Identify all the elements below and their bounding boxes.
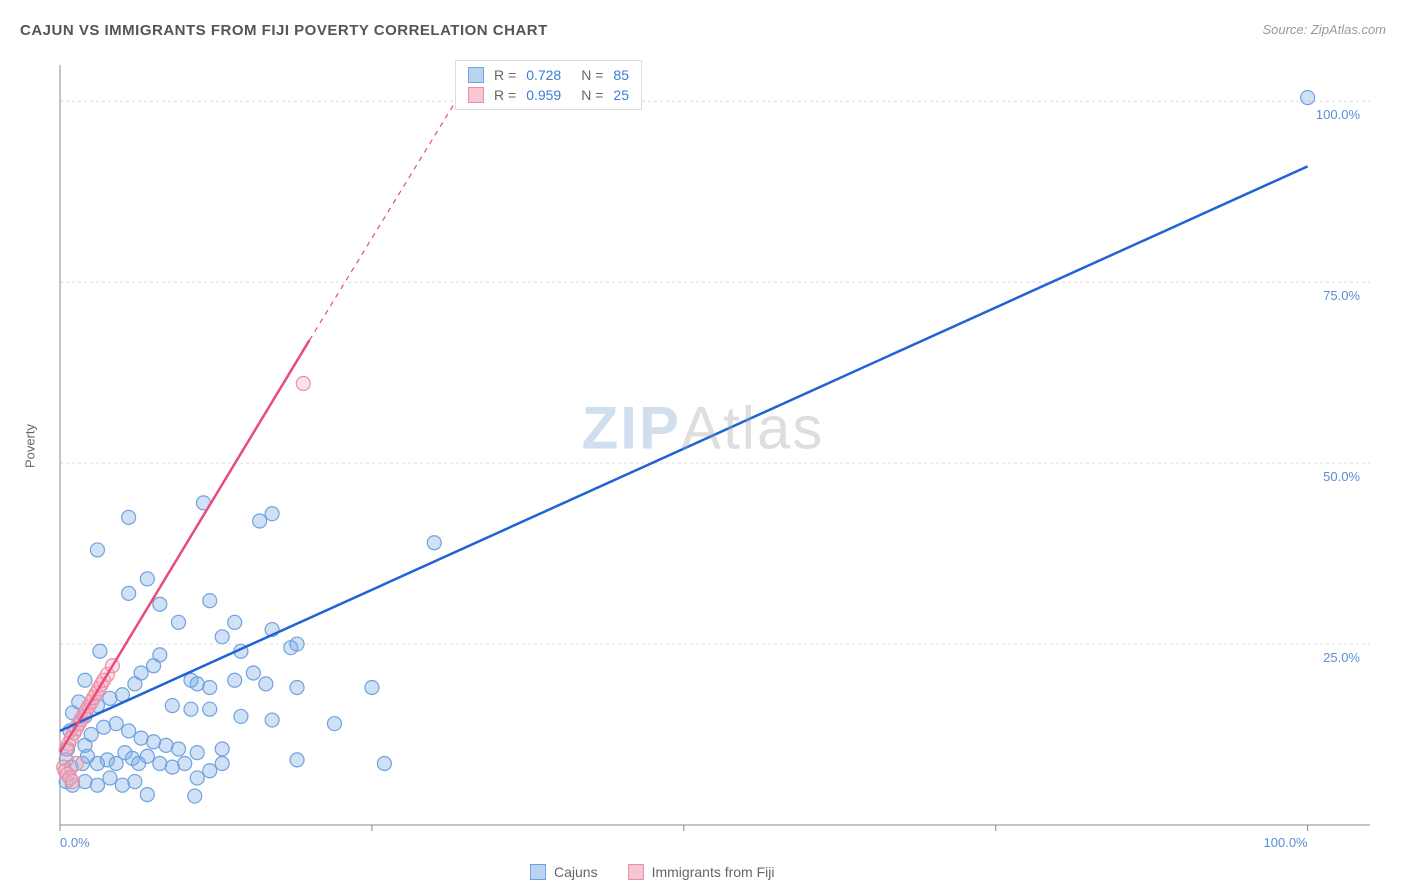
svg-text:100.0%: 100.0%	[1264, 835, 1309, 850]
legend-n-value-0: 85	[613, 67, 629, 83]
legend-item-fiji: Immigrants from Fiji	[628, 864, 775, 880]
svg-text:75.0%: 75.0%	[1323, 288, 1360, 303]
legend-r-value-0: 0.728	[526, 67, 561, 83]
legend-swatch-icon	[530, 864, 546, 880]
legend-row-fiji: R = 0.959 N = 25	[456, 85, 641, 105]
legend-swatch-icon	[628, 864, 644, 880]
legend-label-fiji: Immigrants from Fiji	[652, 864, 775, 880]
legend-label-cajuns: Cajuns	[554, 864, 598, 880]
y-axis-label: Poverty	[23, 424, 38, 468]
legend-r-label: R =	[494, 87, 516, 103]
legend-swatch-cajuns	[468, 67, 484, 83]
svg-text:25.0%: 25.0%	[1323, 650, 1360, 665]
svg-text:50.0%: 50.0%	[1323, 469, 1360, 484]
source-attribution: Source: ZipAtlas.com	[1262, 22, 1386, 37]
legend-n-label: N =	[581, 67, 603, 83]
legend-r-label: R =	[494, 67, 516, 83]
legend-row-cajuns: R = 0.728 N = 85	[456, 65, 641, 85]
legend-item-cajuns: Cajuns	[530, 864, 598, 880]
legend-n-label: N =	[581, 87, 603, 103]
svg-text:0.0%: 0.0%	[60, 835, 90, 850]
legend-r-value-1: 0.959	[526, 87, 561, 103]
chart-header: CAJUN VS IMMIGRANTS FROM FIJI POVERTY CO…	[20, 22, 1386, 46]
correlation-legend: R = 0.728 N = 85 R = 0.959 N = 25	[455, 60, 642, 110]
series-legend: Cajuns Immigrants from Fiji	[530, 864, 775, 880]
legend-swatch-fiji	[468, 87, 484, 103]
scatter-chart-svg: 25.0% 50.0% 75.0% 100.0% 0.0% 100.0%	[50, 55, 1380, 855]
chart-plot-area: 25.0% 50.0% 75.0% 100.0% 0.0% 100.0%	[50, 55, 1380, 855]
svg-text:100.0%: 100.0%	[1316, 107, 1361, 122]
chart-title: CAJUN VS IMMIGRANTS FROM FIJI POVERTY CO…	[20, 22, 548, 39]
legend-n-value-1: 25	[613, 87, 629, 103]
